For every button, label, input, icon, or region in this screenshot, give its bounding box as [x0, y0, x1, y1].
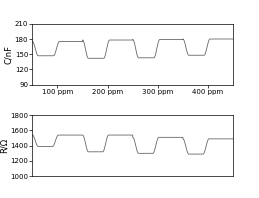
- Y-axis label: R/Ω: R/Ω: [0, 138, 9, 153]
- Y-axis label: C/nF: C/nF: [4, 45, 13, 64]
